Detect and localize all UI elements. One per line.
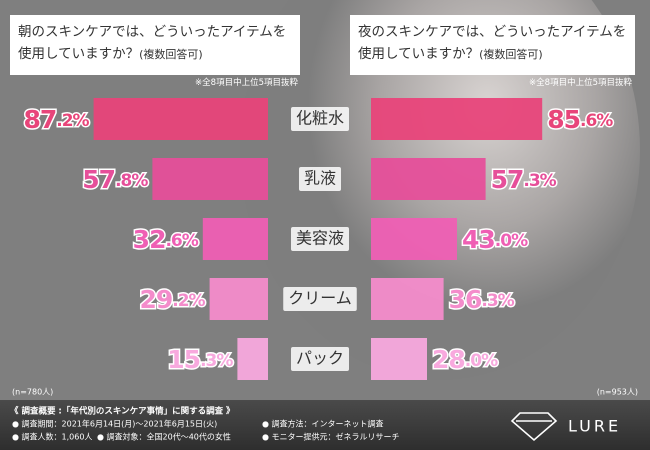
- footer-heading: 《 調査概要 :「年代別のスキンケア事情」に関する調査 》: [10, 406, 235, 417]
- category-label: パック: [296, 349, 344, 368]
- note: ※全8項目中上位5項目抜粋: [195, 78, 298, 88]
- category-bg: [290, 347, 350, 371]
- value-label: 43.0%: [462, 225, 528, 254]
- footer-item: ● 調査対象：全国20代〜40代の女性: [97, 432, 231, 442]
- footer-item: ● 調査方法：インターネット調査: [262, 419, 384, 429]
- value-label: 85.6%: [547, 105, 613, 134]
- category-bg: [290, 107, 350, 131]
- subtitle: (複数回答可): [479, 48, 543, 61]
- category-bg: [283, 287, 357, 311]
- bar: [93, 98, 268, 140]
- value-label: 57.3%: [491, 165, 557, 194]
- title: 夜のスキンケアでは、どういったアイテムを使用していますか？: [358, 24, 627, 62]
- footer-band: [0, 400, 650, 450]
- sample-size: (n=953人): [597, 388, 638, 397]
- value-label: 28.0%: [432, 345, 498, 374]
- category-bg: [298, 167, 342, 191]
- bar: [371, 338, 427, 380]
- sample-size: (n=780人): [12, 388, 53, 397]
- bar: [371, 278, 444, 320]
- value-label: 87.2%: [23, 105, 89, 134]
- value-label: 15.3%: [167, 345, 233, 374]
- note: ※全8項目中上位5項目抜粋: [529, 78, 632, 88]
- bar: [209, 278, 268, 320]
- footer-item: ● 調査人数：1,060人: [12, 432, 92, 442]
- value-label: 32.6%: [133, 225, 199, 254]
- bar: [237, 338, 268, 380]
- bar: [202, 218, 268, 260]
- value-label: 57.8%: [82, 165, 148, 194]
- footer-item: ● 調査期間：2021年6月14日(月)〜2021年6月15日(火): [12, 419, 217, 429]
- value-label: 36.3%: [449, 285, 515, 314]
- bar: [152, 158, 268, 200]
- logo-mark: [510, 412, 558, 442]
- category-label: クリーム: [288, 289, 352, 308]
- title-box: 夜のスキンケアでは、どういったアイテムを使用していますか？(複数回答可): [350, 15, 635, 75]
- footer-item: ● モニター提供元：ゼネラルリサーチ: [262, 432, 400, 442]
- bar: [371, 218, 457, 260]
- category-label: 化粧水: [296, 109, 344, 128]
- title: 朝のスキンケアでは、どういったアイテムを使用していますか？: [18, 24, 287, 62]
- value-label: 29.2%: [139, 285, 205, 314]
- category-label: 乳液: [304, 169, 336, 188]
- bar: [371, 158, 486, 200]
- title-box: 朝のスキンケアでは、どういったアイテムを使用していますか？(複数回答可): [10, 15, 300, 75]
- category-label: 美容液: [296, 229, 344, 248]
- bar: [371, 98, 543, 140]
- subtitle: (複数回答可): [139, 48, 203, 61]
- category-bg: [290, 227, 350, 251]
- logo: LURE: [568, 417, 621, 436]
